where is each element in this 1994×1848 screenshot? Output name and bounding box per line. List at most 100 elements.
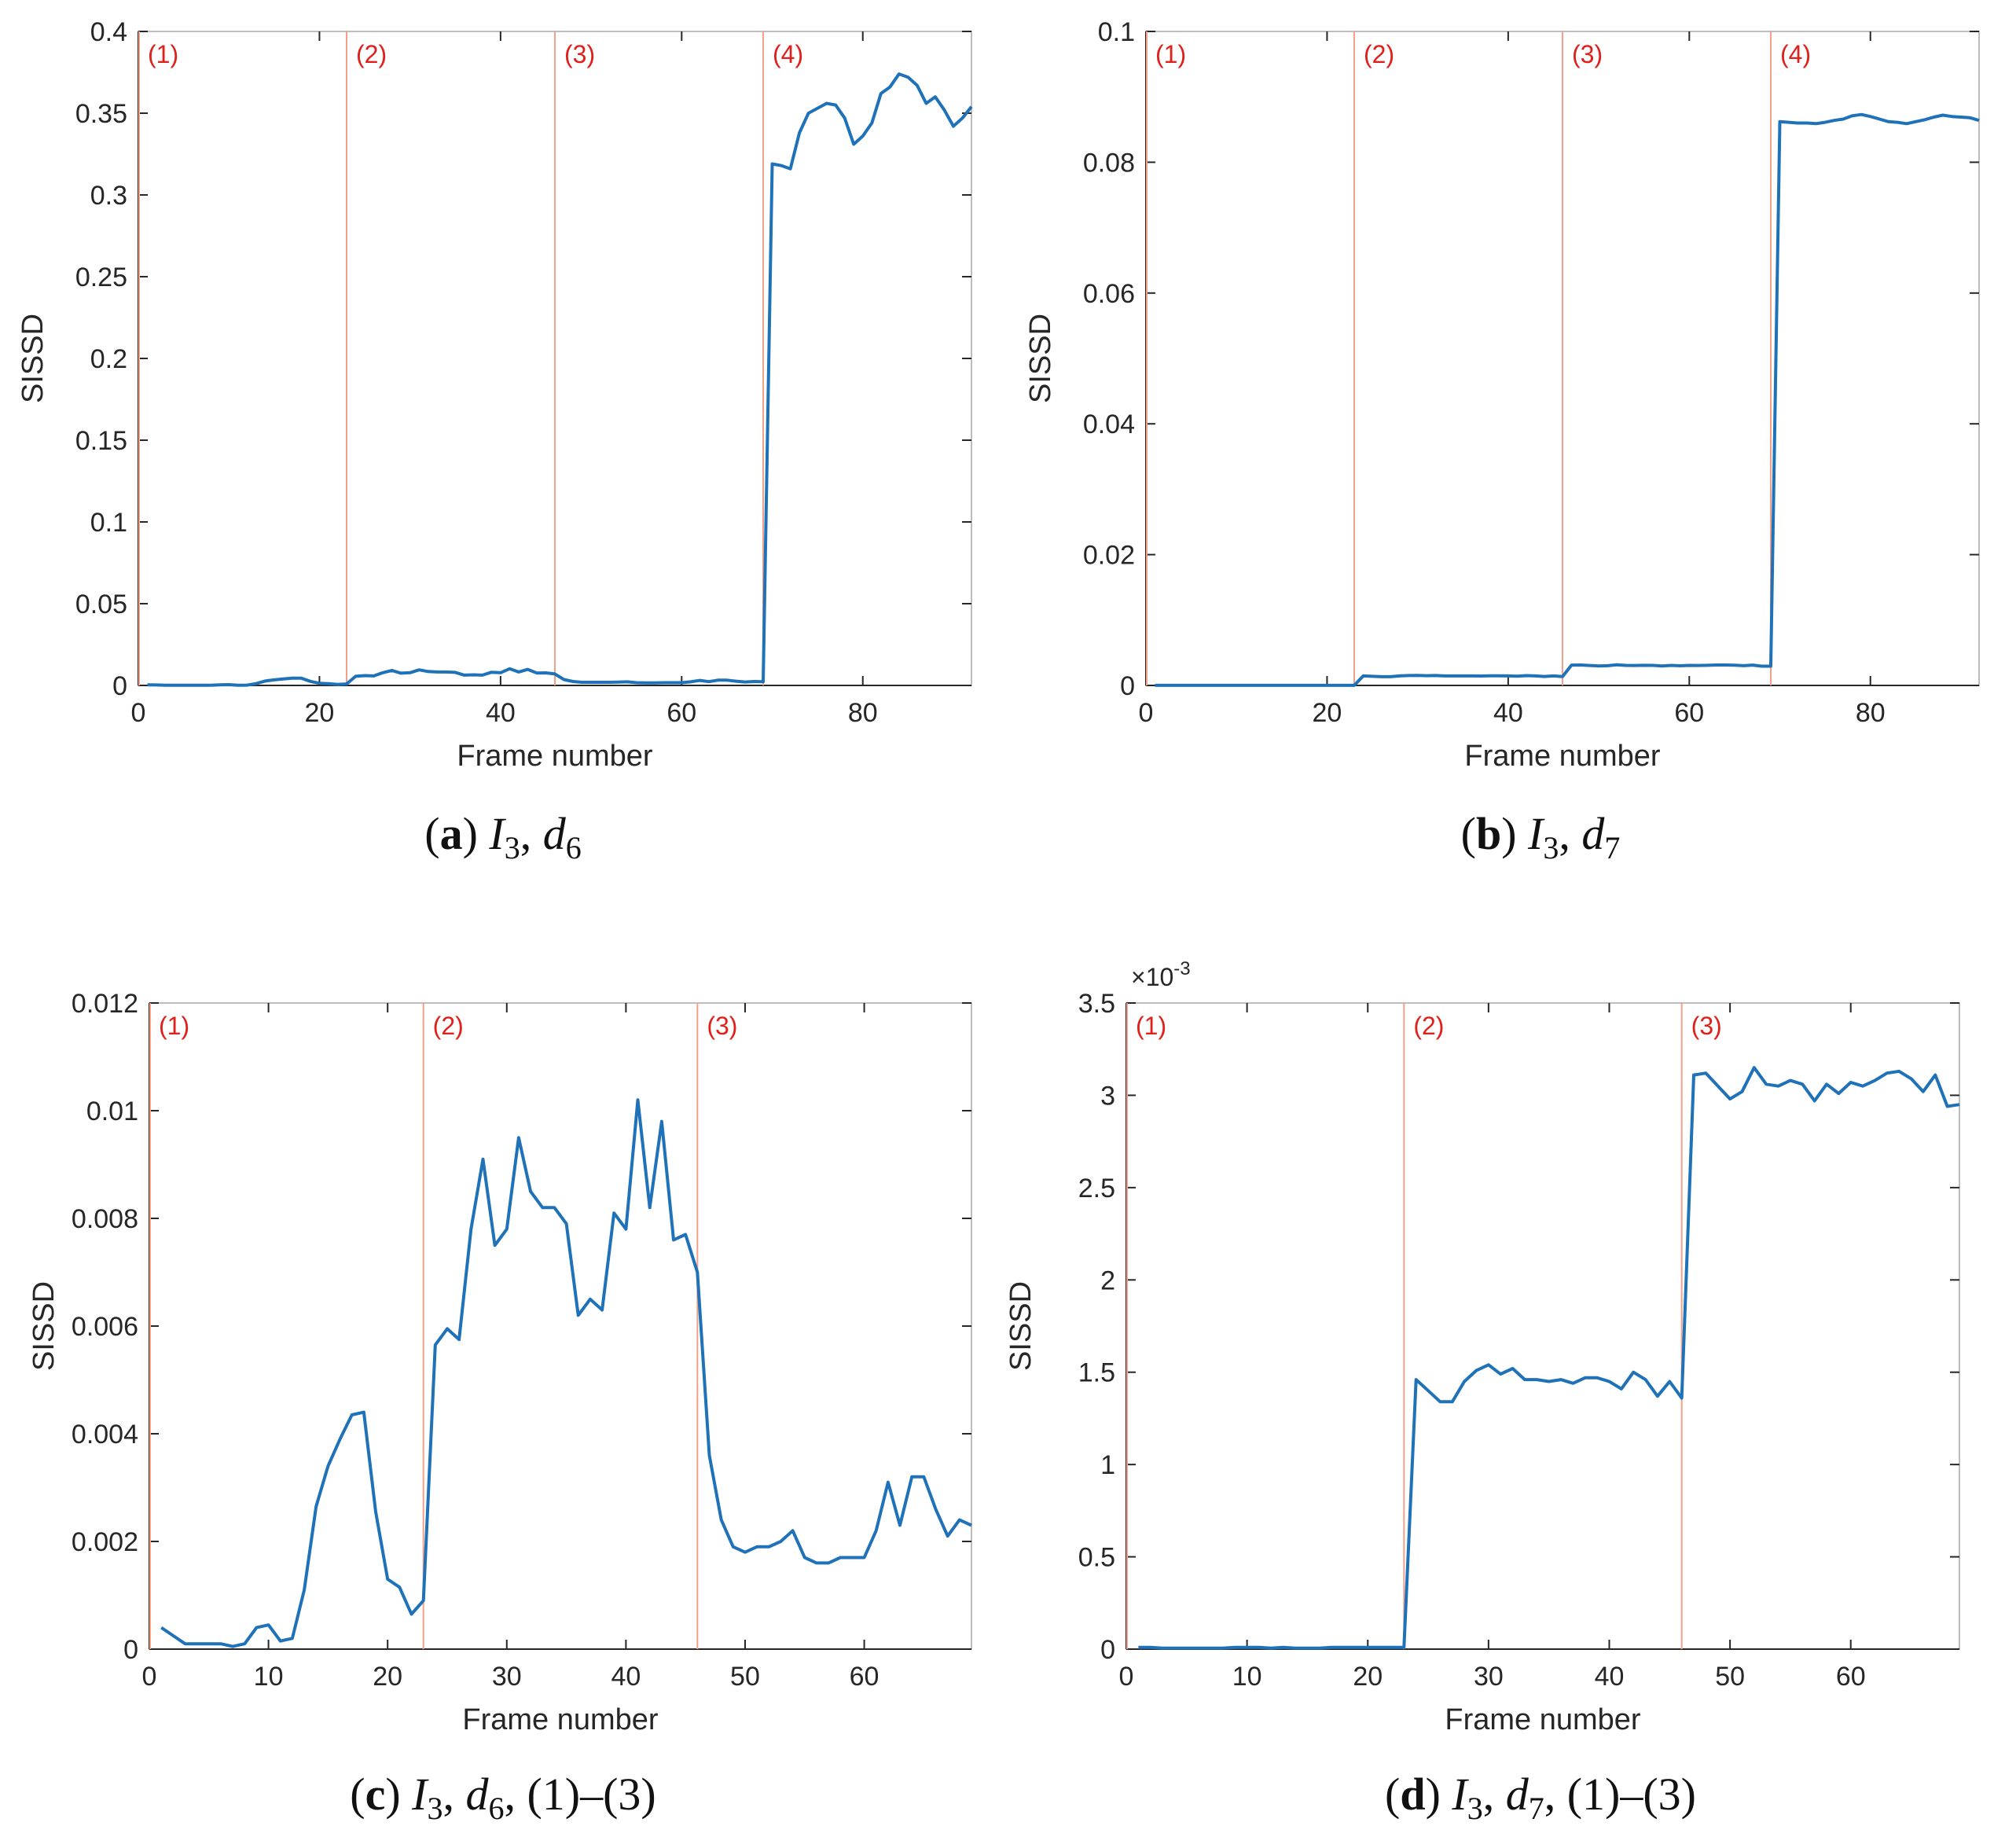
region-label: (3) xyxy=(1572,40,1603,68)
y-tick-label: 0 xyxy=(1120,671,1135,701)
y-tick-label: 0 xyxy=(1100,1635,1115,1665)
caption-letter: c xyxy=(365,1769,386,1820)
exponent-power: -3 xyxy=(1173,958,1190,979)
caption-comma: , xyxy=(520,808,543,859)
panel-caption: (a) I3, d6 xyxy=(424,808,581,865)
x-tick-label: 40 xyxy=(1595,1662,1625,1692)
y-tick-label: 0.004 xyxy=(72,1420,138,1449)
y-tick-label: 1 xyxy=(1100,1450,1115,1480)
caption-range: , (1)–(3) xyxy=(1544,1769,1696,1820)
y-tick-label: 0.4 xyxy=(90,17,127,47)
caption-letter: a xyxy=(440,808,463,859)
y-tick-label: 0.05 xyxy=(75,590,127,619)
y-tick-label: 0.25 xyxy=(75,263,127,292)
y-tick-label: 0.02 xyxy=(1083,541,1135,571)
y-tick-label: 0.08 xyxy=(1083,148,1135,178)
caption-open-paren: ( xyxy=(424,808,439,859)
caption-close-paren: ) xyxy=(463,808,490,859)
series-line xyxy=(160,1098,972,1648)
chart-panel-a: 0 20 40 60 80 0 0.05 0.1 0.15 0.2 0.25 0.3 0.35 0.4 Fr… xyxy=(17,17,973,865)
plot-area xyxy=(1126,1002,1960,1650)
x-tick-label: 10 xyxy=(254,1662,284,1692)
series-line xyxy=(147,72,973,687)
region-label: (1) xyxy=(1155,40,1186,68)
y-tick-label: 2 xyxy=(1100,1266,1115,1295)
caption-comma: , xyxy=(1483,1769,1506,1820)
caption-image-symbol: I xyxy=(1527,808,1545,859)
caption-distance-symbol: d xyxy=(543,808,567,859)
region-label: (2) xyxy=(433,1012,464,1040)
region-label: (1) xyxy=(1136,1012,1166,1040)
region-label: (3) xyxy=(564,40,595,68)
caption-image-subscript: 3 xyxy=(1467,1791,1483,1826)
x-axis-label: Frame number xyxy=(1464,740,1661,773)
y-tick-label: 0.1 xyxy=(1098,17,1135,47)
y-axis-label: SISSD xyxy=(1024,314,1057,403)
x-tick-label: 20 xyxy=(305,698,335,728)
y-axis-label: SISSD xyxy=(17,314,50,403)
region-label: (4) xyxy=(1780,40,1811,68)
x-tick-label: 50 xyxy=(730,1662,760,1692)
x-tick-label: 40 xyxy=(486,698,516,728)
y-tick-label: 3.5 xyxy=(1078,989,1115,1019)
caption-distance-subscript: 7 xyxy=(1604,830,1620,865)
y-axis-label: SISSD xyxy=(28,1281,61,1371)
y-tick-label: 0.35 xyxy=(75,99,127,129)
panel-caption: (b) I3, d7 xyxy=(1461,808,1621,865)
x-tick-label: 60 xyxy=(850,1662,879,1692)
y-tick-label: 0 xyxy=(112,671,127,701)
y-tick-label: 0.01 xyxy=(86,1097,138,1126)
y-tick-label: 0.012 xyxy=(72,989,138,1019)
chart-panel-d: 0 10 20 30 40 50 60 0 0.5 1 1.5 2 2.5 3 3.5 ×10-3 Frame … xyxy=(1004,958,1960,1826)
y-tick-label: 0 xyxy=(123,1635,138,1665)
x-tick-label: 0 xyxy=(131,698,146,728)
caption-distance-symbol: d xyxy=(465,1769,489,1820)
caption-image-symbol: I xyxy=(411,1769,429,1820)
y-tick-label: 0.2 xyxy=(90,344,127,374)
series-line xyxy=(1155,112,1980,687)
caption-image-subscript: 3 xyxy=(1543,830,1559,865)
caption-comma: , xyxy=(1559,808,1581,859)
caption-letter: d xyxy=(1400,1769,1425,1820)
x-tick-label: 20 xyxy=(1353,1662,1383,1692)
region-label: (3) xyxy=(707,1012,737,1040)
region-label: (1) xyxy=(159,1012,189,1040)
x-tick-label: 40 xyxy=(1493,698,1523,728)
exponent-base: ×10 xyxy=(1131,963,1173,991)
region-label: (1) xyxy=(148,40,178,68)
series-line xyxy=(1138,1066,1960,1650)
x-tick-label: 60 xyxy=(1836,1662,1866,1692)
region-label: (2) xyxy=(1413,1012,1444,1040)
region-label: (2) xyxy=(356,40,387,68)
caption-close-paren: ) xyxy=(385,1769,412,1820)
region-label: (4) xyxy=(773,40,803,68)
caption-image-subscript: 3 xyxy=(427,1791,442,1826)
caption-open-paren: ( xyxy=(350,1769,365,1820)
x-tick-label: 0 xyxy=(1139,698,1154,728)
panel-caption: (d) I3, d7, (1)–(3) xyxy=(1385,1769,1696,1826)
y-tick-label: 0.008 xyxy=(72,1204,138,1234)
y-tick-label: 0.15 xyxy=(75,426,127,456)
y-exponent-label: ×10-3 xyxy=(1131,958,1191,991)
x-axis-label: Frame number xyxy=(457,740,653,773)
y-tick-label: 0.06 xyxy=(1083,279,1135,309)
caption-distance-symbol: d xyxy=(1581,808,1605,859)
caption-open-paren: ( xyxy=(1461,808,1476,859)
plot-area xyxy=(149,1002,972,1650)
x-tick-label: 10 xyxy=(1232,1662,1262,1692)
caption-comma: , xyxy=(442,1769,465,1820)
y-axis-label: SISSD xyxy=(1004,1281,1037,1371)
x-tick-label: 0 xyxy=(142,1662,157,1692)
region-label: (3) xyxy=(1691,1012,1722,1040)
caption-distance-subscript: 7 xyxy=(1529,1791,1544,1826)
y-tick-label: 0.3 xyxy=(90,181,127,211)
caption-distance-subscript: 6 xyxy=(566,830,582,865)
caption-close-paren: ) xyxy=(1426,1769,1452,1820)
caption-distance-subscript: 6 xyxy=(488,1791,504,1826)
caption-range: , (1)–(3) xyxy=(504,1769,655,1820)
y-tick-label: 3 xyxy=(1100,1081,1115,1111)
region-label: (2) xyxy=(1364,40,1394,68)
y-tick-label: 0.04 xyxy=(1083,410,1135,439)
y-tick-label: 0.1 xyxy=(90,508,127,538)
